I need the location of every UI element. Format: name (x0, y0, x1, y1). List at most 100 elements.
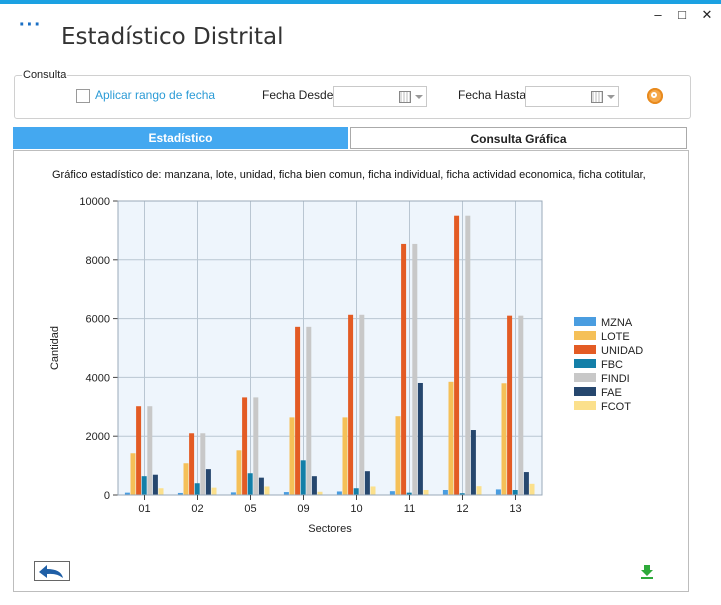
x-tick-label: 13 (509, 503, 521, 515)
search-button[interactable] (647, 88, 663, 104)
x-tick-label: 01 (138, 503, 150, 515)
y-tick-label: 10000 (79, 196, 110, 208)
x-axis-label: Sectores (308, 523, 352, 535)
bar-fcot-02 (211, 487, 217, 495)
legend-swatch-mzna (574, 317, 596, 326)
bar-mzna-13 (495, 489, 501, 495)
bar-fae-01 (152, 474, 158, 495)
bar-fae-10 (364, 471, 370, 495)
y-tick-label: 2000 (86, 431, 110, 443)
chevron-down-icon[interactable] (415, 95, 423, 99)
estadistico-panel (13, 150, 689, 592)
bar-lote-02 (183, 463, 189, 495)
fecha-desde-picker[interactable] (333, 86, 427, 107)
bar-findi-12 (465, 215, 471, 495)
bar-fbc-13 (512, 490, 518, 495)
bar-unidad-13 (507, 315, 513, 495)
back-arrow-icon (39, 565, 63, 578)
minimize-button[interactable]: – (654, 7, 662, 22)
fecha-desde-label: Fecha Desde (262, 88, 334, 102)
legend-label-fbc: FBC (601, 359, 623, 371)
legend-swatch-fae (574, 387, 596, 396)
x-tick-label: 09 (297, 503, 309, 515)
bar-lote-09 (289, 417, 295, 495)
close-button[interactable]: ✕ (701, 7, 713, 22)
consulta-group (14, 75, 691, 119)
maximize-button[interactable]: □ (678, 7, 686, 22)
x-tick-label: 11 (404, 503, 415, 515)
download-button[interactable] (639, 564, 655, 580)
bar-lote-01 (130, 453, 136, 495)
bar-mzna-11 (389, 491, 395, 495)
bar-mzna-09 (283, 492, 289, 495)
legend-swatch-fbc (574, 359, 596, 368)
bar-mzna-02 (177, 492, 183, 495)
calendar-icon[interactable] (399, 91, 411, 103)
x-tick-label: 12 (456, 503, 468, 515)
bar-unidad-05 (242, 397, 248, 495)
legend-label-findi: FINDI (601, 373, 630, 385)
x-tick-label: 02 (191, 503, 203, 515)
bar-fae-12 (470, 430, 476, 495)
y-tick-label: 6000 (86, 314, 110, 326)
bar-fcot-05 (264, 486, 270, 495)
bar-fcot-01 (158, 488, 164, 495)
bar-lote-11 (395, 416, 401, 495)
bar-fcot-10 (370, 486, 376, 495)
bar-fcot-13 (529, 483, 535, 495)
bar-lote-13 (501, 383, 507, 495)
plot-area (118, 201, 542, 495)
bar-fcot-11 (423, 490, 429, 495)
bar-lote-05 (236, 450, 242, 495)
bar-findi-05 (253, 397, 259, 495)
bar-fbc-05 (247, 473, 253, 495)
legend-label-fcot: FCOT (601, 401, 631, 413)
bar-fbc-10 (353, 488, 359, 495)
fecha-hasta-label: Fecha Hasta (458, 88, 527, 102)
apply-date-range-checkbox[interactable] (76, 89, 90, 103)
bar-fae-13 (523, 472, 529, 495)
bar-fae-05 (258, 477, 264, 495)
bar-fbc-01 (141, 476, 147, 495)
legend-swatch-lote (574, 331, 596, 340)
y-axis-label: Cantidad (49, 326, 61, 370)
bar-lote-12 (448, 381, 454, 495)
bar-fae-11 (417, 382, 423, 495)
bar-unidad-11 (401, 243, 407, 495)
back-button[interactable] (34, 561, 70, 581)
tab-consulta-grafica[interactable]: Consulta Gráfica (350, 127, 687, 149)
bar-findi-09 (306, 326, 312, 495)
legend-swatch-fcot (574, 401, 596, 410)
legend-label-lote: LOTE (601, 331, 630, 343)
tab-estadistico[interactable]: Estadístico (13, 127, 348, 149)
y-tick-label: 4000 (86, 372, 110, 384)
legend-label-unidad: UNIDAD (601, 345, 643, 357)
page-title: Estadístico Distrital (61, 24, 284, 50)
bar-fcot-09 (317, 491, 323, 495)
bar-unidad-10 (348, 314, 354, 495)
chart-legend: MZNA LOTE UNIDAD FBC FINDI FAE FCOT (574, 317, 643, 413)
x-tick-label: 10 (350, 503, 362, 515)
bar-fae-09 (311, 476, 317, 495)
bar-mzna-01 (124, 492, 130, 495)
bar-unidad-02 (189, 433, 195, 495)
consulta-group-label: Consulta (22, 69, 68, 81)
plot-border (117, 200, 543, 496)
bar-mzna-12 (442, 490, 448, 495)
calendar-icon[interactable] (591, 91, 603, 103)
download-icon (641, 565, 653, 579)
fecha-hasta-picker[interactable] (525, 86, 619, 107)
y-tick-label: 8000 (86, 255, 110, 267)
chevron-down-icon[interactable] (607, 95, 615, 99)
window-accent-bar (0, 0, 721, 4)
x-tick-label: 05 (244, 503, 256, 515)
apply-date-range-label[interactable]: Aplicar rango de fecha (95, 88, 216, 102)
bar-fbc-12 (459, 493, 465, 495)
bar-findi-02 (200, 433, 206, 495)
bar-findi-11 (412, 243, 418, 495)
bar-unidad-01 (136, 406, 142, 495)
bar-mzna-10 (336, 491, 342, 495)
bar-findi-13 (518, 315, 524, 495)
bar-fbc-09 (300, 460, 306, 495)
bar-unidad-09 (295, 326, 301, 495)
